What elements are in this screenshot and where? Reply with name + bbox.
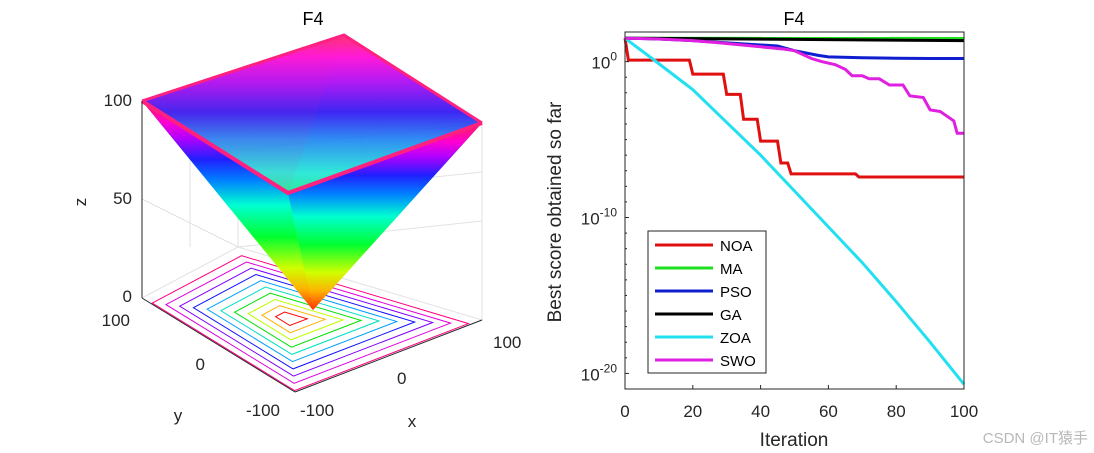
contour-line: [192, 273, 417, 370]
y-tick-label: 100: [591, 50, 617, 73]
convergence-x-ticks: 0 20 40 60 80 100: [620, 385, 978, 421]
x-tick-label-minus-100: -100: [300, 401, 334, 420]
x-tick-label: 0: [620, 402, 629, 421]
series-line-swo: [624, 36, 964, 135]
legend-label-zoa: ZOA: [720, 330, 751, 347]
surface-face-back: [142, 35, 482, 310]
series-line-zoa: [624, 36, 966, 386]
legend-box: [647, 230, 767, 374]
legend-label-noa: NOA: [720, 238, 753, 255]
contour-line: [247, 298, 345, 341]
y-tick-label-minus-100: -100: [246, 401, 280, 420]
z-axis-label: z: [71, 198, 90, 207]
contour-line: [260, 305, 327, 334]
surface-face-right: [288, 123, 482, 310]
contour-line: [206, 280, 399, 363]
surface-face-top-right: [288, 35, 482, 193]
x-axis-label: x: [408, 412, 417, 431]
y-axis-label: y: [174, 406, 183, 425]
x-tick-label: 80: [887, 402, 906, 421]
x-tick-label: 100: [950, 402, 978, 421]
x-tick-label: 60: [819, 402, 838, 421]
contour-line: [219, 286, 381, 355]
surface-box-edges: [141, 101, 483, 393]
surface-contours: [151, 255, 471, 392]
z-tick-label-0: 0: [123, 287, 132, 306]
contour-line: [164, 261, 453, 384]
z-tick-label-50: 50: [113, 189, 132, 208]
convergence-axes-box: [624, 31, 965, 390]
x-tick-label: 40: [751, 402, 770, 421]
contour-line: [151, 255, 471, 392]
contour-line: [233, 292, 363, 348]
contour-line: [178, 267, 435, 377]
surface-rim-front: [140, 99, 483, 196]
watermark: CSDN @IT猿手: [983, 430, 1088, 447]
legend-label-ga: GA: [720, 307, 742, 324]
legend-label-swo: SWO: [720, 353, 756, 370]
series-line-noa: [623, 37, 964, 179]
z-axis: 100 50 0 z: [71, 91, 132, 306]
x-tick-label-0: 0: [397, 369, 406, 388]
y-tick-label-100: 100: [102, 311, 130, 330]
y-tick-label-0: 0: [196, 355, 205, 374]
contour-line: [274, 311, 309, 327]
legend-label-pso: PSO: [720, 284, 752, 301]
y-axis: 100 0 -100 y: [102, 311, 280, 425]
legend-label-ma: MA: [720, 261, 743, 278]
surface-face-left: [142, 101, 313, 310]
y-tick-label: 10-20: [581, 361, 618, 384]
x-tick-label-100: 100: [493, 333, 521, 352]
convergence-series: [623, 36, 966, 386]
surface-title: F4: [302, 9, 323, 29]
surface-mesh: [140, 33, 483, 310]
convergence-title: F4: [783, 9, 804, 29]
x-tick-label: 20: [683, 402, 702, 421]
surface-plot: F4: [71, 9, 521, 431]
surface-rim-back: [141, 33, 483, 125]
y-tick-label: 10-10: [581, 206, 618, 229]
legend-items: NOA MA PSO GA ZOA SWO: [655, 238, 756, 370]
convergence-x-axis-label: Iteration: [760, 430, 829, 451]
convergence-y-axis-label: Best score obtained so far: [545, 101, 566, 322]
x-axis: -100 0 100 x: [300, 333, 521, 431]
z-tick-label-100: 100: [104, 91, 132, 110]
legend: NOA MA PSO GA ZOA SWO: [647, 230, 767, 374]
convergence-y-ticks: 100 10-10 10-20: [581, 45, 629, 390]
surface-face-top-left: [142, 35, 344, 193]
